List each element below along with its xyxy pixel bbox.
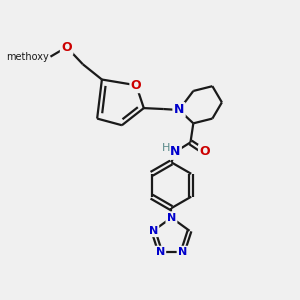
Text: N: N bbox=[156, 247, 165, 257]
Text: O: O bbox=[200, 146, 210, 158]
Text: N: N bbox=[170, 146, 180, 158]
Text: O: O bbox=[61, 40, 72, 54]
Text: methoxy: methoxy bbox=[6, 52, 49, 62]
Text: N: N bbox=[178, 247, 187, 257]
Text: N: N bbox=[167, 213, 176, 223]
Text: N: N bbox=[174, 103, 184, 116]
Text: O: O bbox=[131, 79, 142, 92]
Text: H: H bbox=[161, 143, 170, 153]
Text: N: N bbox=[149, 226, 158, 236]
